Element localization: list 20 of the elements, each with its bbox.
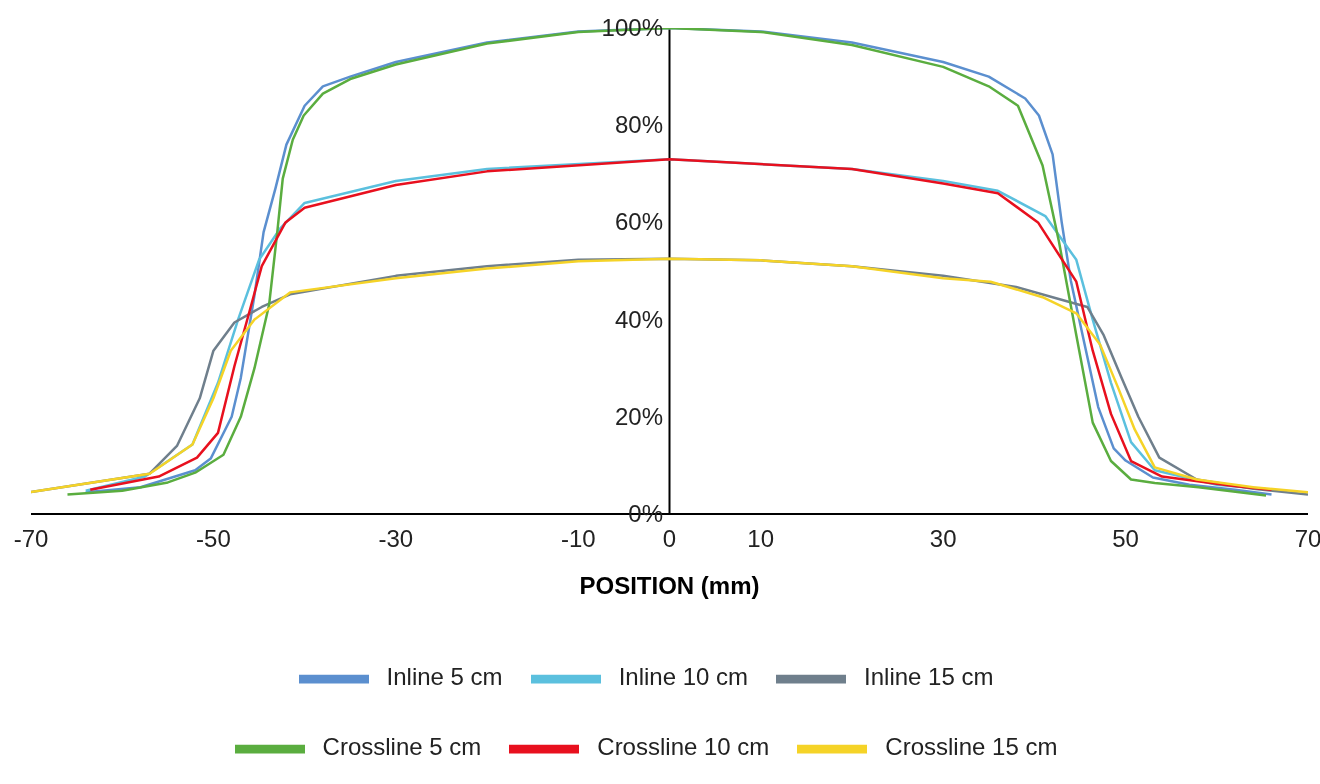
legend-label: Inline 10 cm — [618, 663, 749, 691]
legend-label: Inline 15 cm — [864, 663, 994, 691]
x-tick-label: 30 — [929, 525, 957, 553]
x-tick-label: -50 — [196, 525, 231, 553]
y-tick-label: 80% — [614, 111, 663, 139]
x-tick-label: -30 — [378, 525, 414, 553]
x-tick-label: 10 — [747, 525, 775, 553]
legend-label: Crossline 15 cm — [885, 733, 1058, 761]
x-tick-label: -10 — [560, 525, 596, 553]
x-tick-label: 50 — [1112, 525, 1139, 553]
legend-label: Crossline 5 cm — [322, 733, 482, 761]
x-tick-label: -70 — [13, 525, 49, 553]
legend-label: Inline 5 cm — [386, 663, 503, 691]
y-tick-label: 40% — [614, 305, 663, 333]
x-tick-label: 70 — [1294, 525, 1320, 553]
y-tick-label: 60% — [614, 208, 663, 236]
legend-label: Crossline 10 cm — [597, 733, 770, 761]
y-tick-label: 20% — [614, 402, 663, 430]
x-axis-title: POSITION (mm) — [579, 572, 760, 599]
x-tick-label: 0 — [662, 525, 677, 553]
